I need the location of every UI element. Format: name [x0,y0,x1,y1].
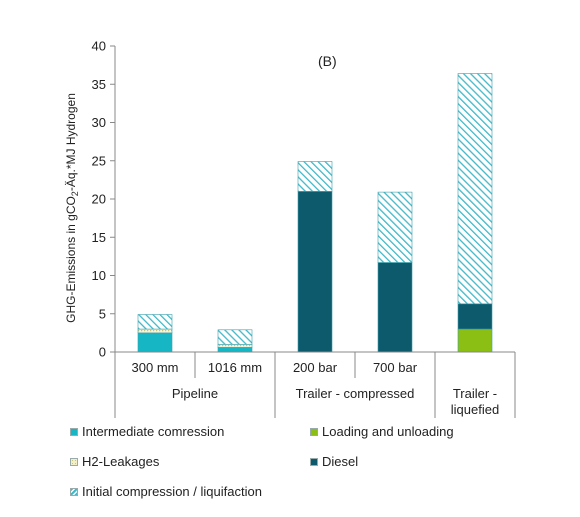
x-tick-label: 300 mm [132,360,179,375]
y-tick-label: 40 [92,39,106,54]
y-tick-label: 15 [92,230,106,245]
x-tick-label: 1016 mm [208,360,262,375]
bar-segment-4-2 [297,161,333,192]
bar-segment-3-2 [297,191,333,353]
x-group-label-line: Trailer - [453,386,497,401]
y-tick-label: 5 [99,306,106,321]
bar-segment-3-3 [377,262,413,353]
y-axis: 0 5 10 15 20 25 30 35 40 [92,39,116,360]
y-tick-label: 0 [99,345,106,360]
bar-segment-1-4 [457,328,493,353]
x-tick-label: 700 bar [373,360,418,375]
y-tick-label: 30 [92,115,106,130]
y-axis-label-part-2: -Äq.*MJ Hydrogen [64,93,78,191]
y-tick-label: 10 [92,268,106,283]
bar-segment-0-0 [137,332,173,353]
legend-item: Loading and unloading [310,424,454,439]
bar-segment-0-1 [217,347,253,353]
bar-segment-4-3 [377,191,413,263]
legend-label: H2-Leakages [82,454,160,469]
y-tick-label: 25 [92,153,106,168]
y-tick-label: 20 [92,192,106,207]
x-group-label: Trailer - compressed [296,386,415,401]
legend: Intermediate comression Loading and unloa… [70,424,570,514]
bar-segment-4-1 [217,329,253,345]
x-group-label: Pipeline [172,386,218,401]
x-axis: 300 mm 1016 mm 200 bar 700 bar Pipeline Trail… [114,351,516,418]
legend-swatch [310,457,318,466]
x-group-label-line: liquefied [451,402,499,417]
bars [137,73,493,353]
legend-item: H2-Leakages [70,454,159,469]
bar-segment-2-1 [217,344,253,348]
legend-swatch [70,457,78,466]
x-tick-label: 200 bar [293,360,338,375]
legend-item: Initial compression / liquifaction [70,484,262,499]
bar-segment-3-4 [457,303,493,330]
legend-label: Diesel [322,454,359,469]
y-axis-label-subscript: 2 [70,191,80,196]
legend-swatch [310,427,318,436]
legend-label: Loading and unloading [322,424,454,439]
y-tick-label: 35 [92,77,106,92]
bar-segment-4-0 [137,314,173,330]
legend-swatch [70,427,78,436]
legend-label: Initial compression / liquifaction [82,484,262,499]
legend-item: Intermediate comression [70,424,224,439]
bar-segment-4-4 [457,73,493,305]
bar-segment-2-0 [137,328,173,334]
y-axis-label: GHG-Emissions in gCO2-Äq.*MJ Hydrogen [64,93,80,323]
chart-title: (B) [318,53,337,69]
legend-label: Intermediate comression [82,424,225,439]
legend-swatch [70,487,78,496]
legend-item: Diesel [310,454,358,469]
x-group-label: Trailer -liquefied [451,386,499,417]
y-axis-label-part-1: GHG-Emissions in gCO [64,196,78,323]
